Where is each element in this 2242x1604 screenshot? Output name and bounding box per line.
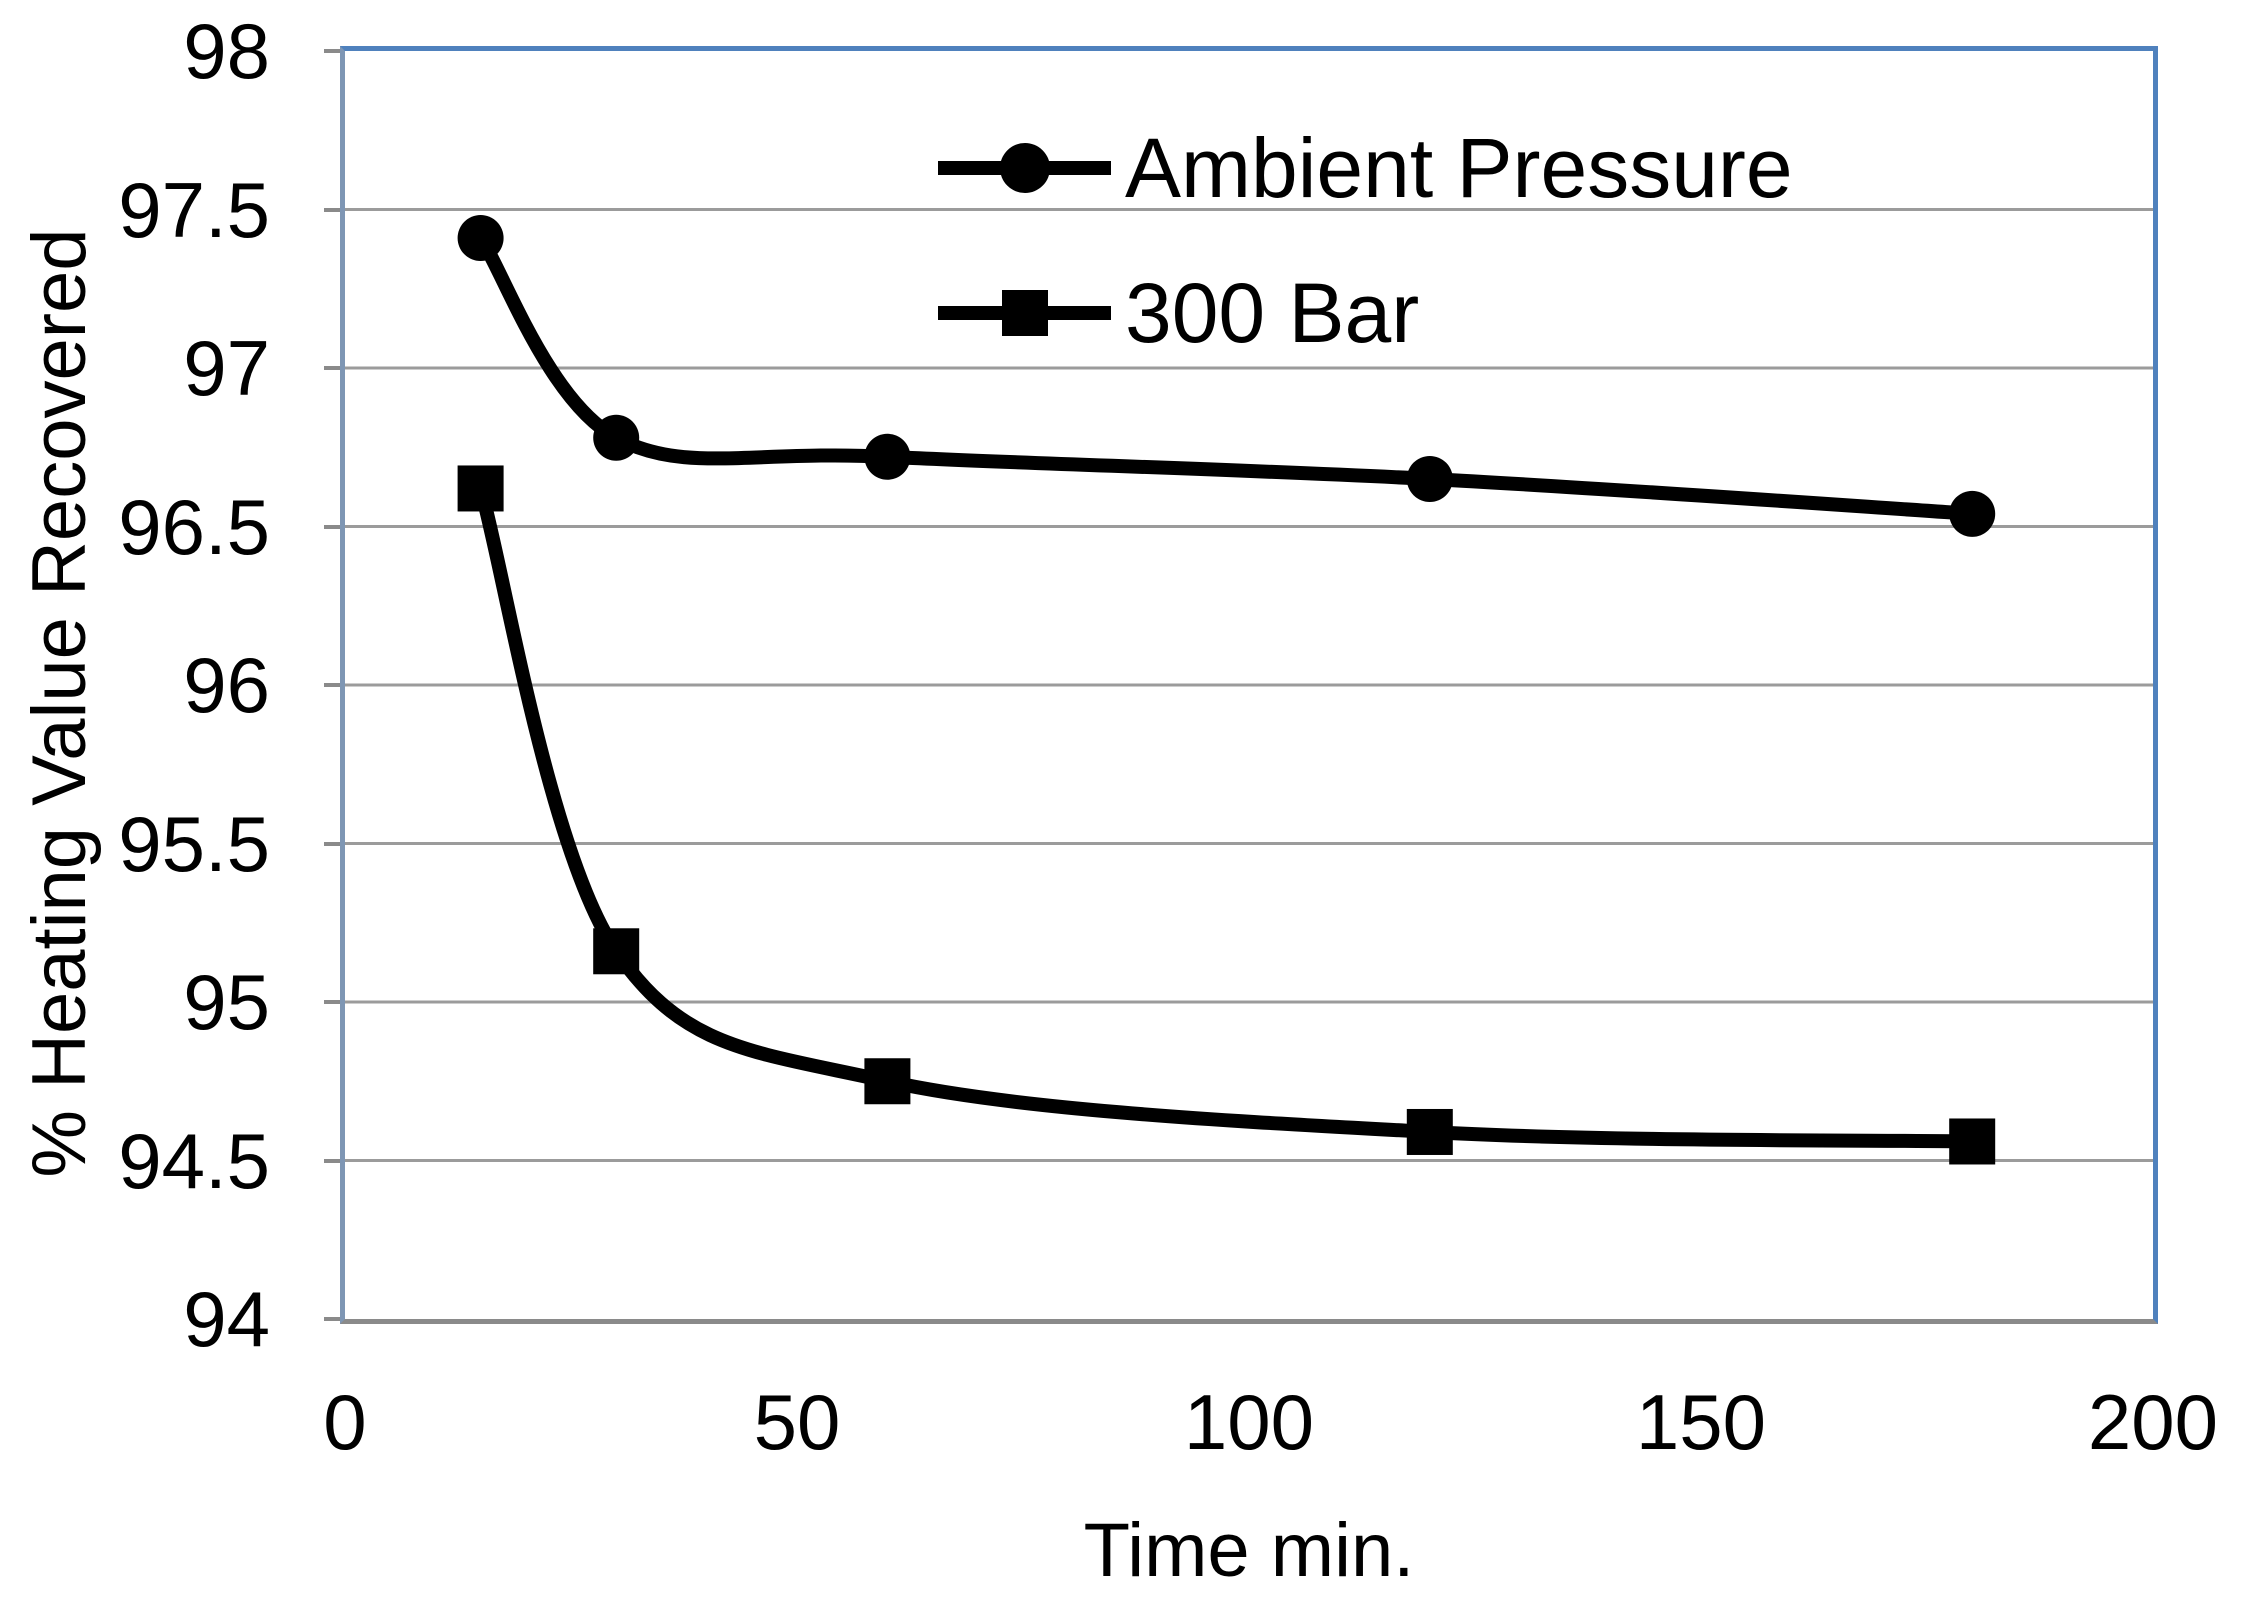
plot-canvas (345, 208, 2153, 1165)
y-tick-mark (324, 49, 340, 53)
square-marker-icon (1002, 290, 1048, 336)
plot-area (340, 46, 2158, 1324)
series-line-ambient-pressure (473, 231, 1980, 521)
data-point-ambient-pressure (1406, 455, 1453, 502)
data-point-ambient-pressure (457, 215, 504, 262)
x-tick-label-150: 150 (1635, 1378, 1767, 1466)
y-tick-label-96.5: 96.5 (118, 482, 270, 571)
y-tick-mark (324, 1317, 340, 1321)
circle-marker-icon (1000, 143, 1050, 193)
y-tick-mark (324, 1158, 340, 1163)
x-tick-label-50: 50 (753, 1378, 841, 1466)
y-tick-mark (324, 1000, 340, 1004)
y-tick-mark (324, 207, 340, 212)
y-tick-mark (324, 683, 340, 687)
data-point-300-bar (593, 928, 640, 975)
y-tick-label-95: 95 (183, 958, 270, 1046)
y-tick-mark (324, 524, 340, 529)
y-tick-label-97.5: 97.5 (118, 165, 270, 254)
y-tick-label-97: 97 (183, 324, 270, 412)
x-tick-label-0: 0 (323, 1378, 367, 1466)
data-point-ambient-pressure (593, 414, 640, 461)
legend-entry-ambient-pressure: Ambient Pressure (938, 113, 1793, 223)
legend-entry-300-bar: 300 Bar (938, 258, 1419, 368)
series-line-300-bar (473, 481, 1980, 1149)
data-point-300-bar (457, 465, 504, 512)
x-axis-title: Time min. (1083, 1508, 1415, 1593)
legend-label: Ambient Pressure (1125, 120, 1793, 215)
x-tick-label-200: 200 (2087, 1378, 2219, 1466)
y-tick-label-95.5: 95.5 (118, 799, 270, 888)
legend-swatch (938, 258, 1111, 368)
data-point-ambient-pressure (864, 433, 911, 480)
data-point-300-bar (1406, 1108, 1453, 1155)
y-tick-mark (324, 366, 340, 370)
y-tick-label-98: 98 (183, 7, 270, 95)
y-tick-label-94: 94 (183, 1275, 270, 1363)
data-point-ambient-pressure (1949, 490, 1996, 537)
y-tick-mark (324, 841, 340, 846)
data-point-300-bar (864, 1058, 911, 1105)
y-tick-label-94.5: 94.5 (118, 1116, 270, 1205)
y-tick-label-96: 96 (183, 641, 270, 729)
legend-label: 300 Bar (1125, 265, 1420, 360)
x-tick-label-100: 100 (1183, 1378, 1315, 1466)
data-point-300-bar (1949, 1118, 1996, 1165)
legend-swatch (938, 113, 1111, 223)
